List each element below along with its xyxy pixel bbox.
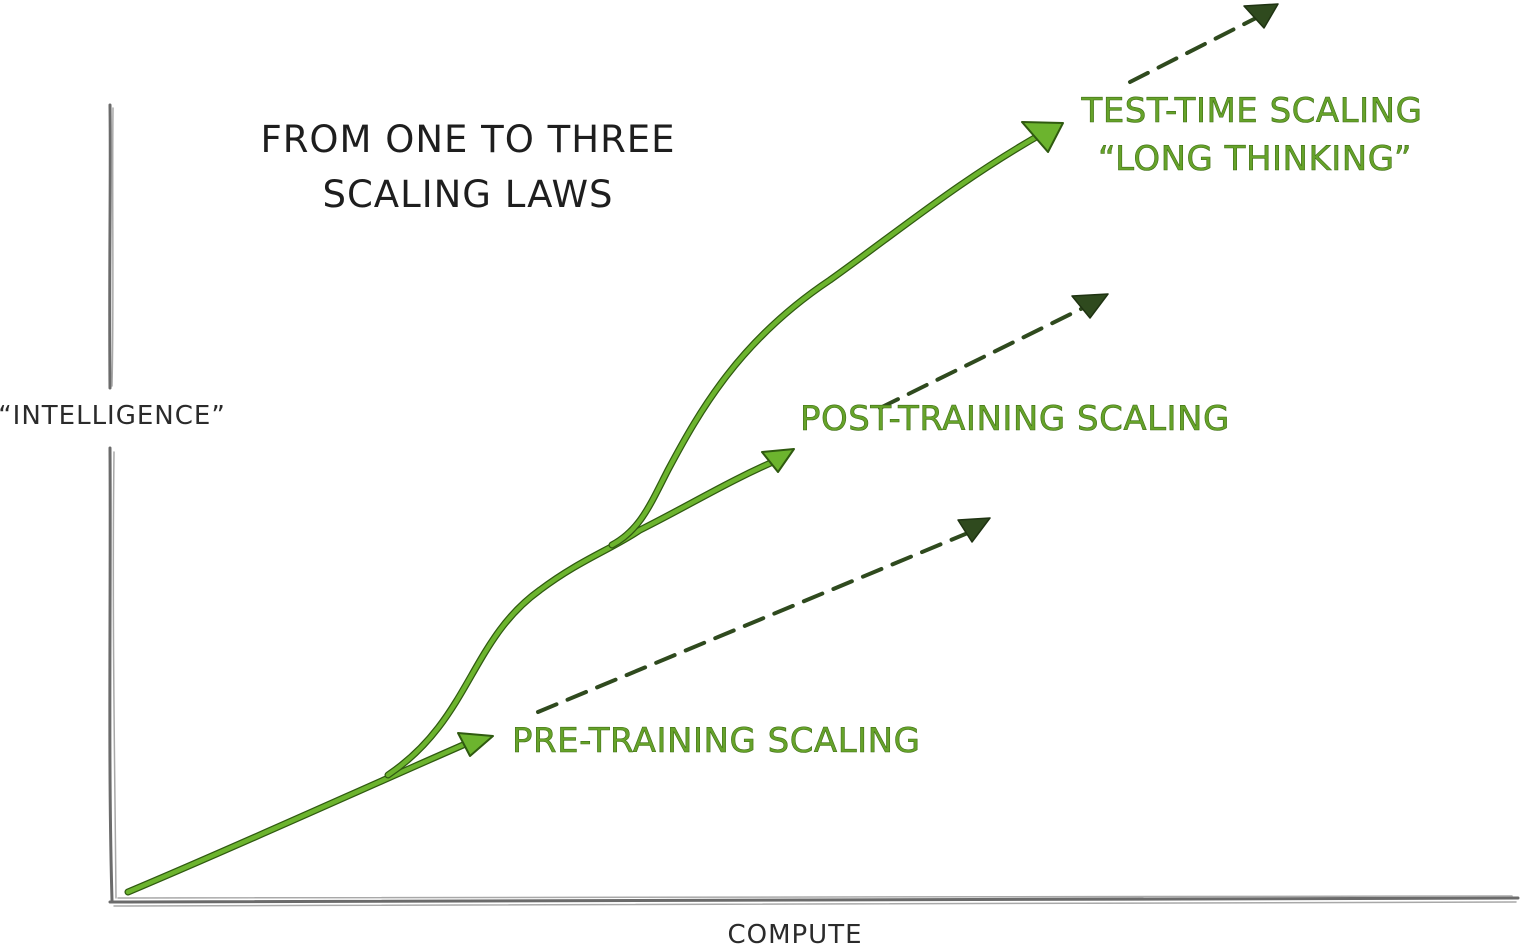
diagram-title: FROM ONE TO THREE SCALING LAWS bbox=[260, 118, 675, 216]
test-time-line bbox=[609, 129, 1048, 548]
post-training-curve: POST-TRAINING SCALING bbox=[384, 293, 1230, 779]
post-training-arrow-head bbox=[761, 448, 795, 473]
post-training-extrapolation-dashed bbox=[878, 305, 1087, 410]
y-axis: “INTELLIGENCE” bbox=[0, 103, 226, 902]
y-axis-upper-line bbox=[108, 103, 112, 390]
y-axis-label: “INTELLIGENCE” bbox=[0, 401, 226, 431]
test-time-arrow-head bbox=[1021, 121, 1064, 153]
pre-training-curve: PRE-TRAINING SCALING bbox=[124, 517, 991, 896]
test-time-extrapolation-dashed bbox=[1128, 13, 1264, 84]
x-axis-label: COMPUTE bbox=[727, 920, 862, 947]
pre-training-dashed-arrow-head bbox=[957, 517, 991, 543]
test-time-line-outline bbox=[608, 128, 1049, 549]
test-time-label-line-1: TEST-TIME SCALING bbox=[1081, 91, 1423, 131]
title-line-2: SCALING LAWS bbox=[322, 173, 613, 216]
pre-training-label: PRE-TRAINING SCALING bbox=[512, 721, 920, 761]
pre-training-arrow-head bbox=[457, 732, 494, 757]
y-axis-lower-line bbox=[108, 446, 114, 902]
x-axis: COMPUTE bbox=[108, 895, 1520, 947]
post-training-line bbox=[385, 455, 785, 778]
test-time-label-line-2: “LONG THINKING” bbox=[1098, 139, 1412, 179]
post-training-label: POST-TRAINING SCALING bbox=[800, 399, 1230, 439]
y-axis-lower-sketch bbox=[112, 451, 117, 899]
x-axis-line bbox=[108, 896, 1520, 904]
pre-training-line bbox=[125, 739, 473, 895]
test-time-dashed-arrow-head bbox=[1243, 3, 1279, 29]
test-time-curve: TEST-TIME SCALING “LONG THINKING” bbox=[608, 3, 1423, 549]
post-training-dashed-arrow-head bbox=[1071, 293, 1109, 319]
y-axis-upper-sketch bbox=[111, 107, 114, 387]
title-line-1: FROM ONE TO THREE bbox=[260, 118, 675, 161]
pre-training-extrapolation-dashed bbox=[536, 528, 977, 714]
